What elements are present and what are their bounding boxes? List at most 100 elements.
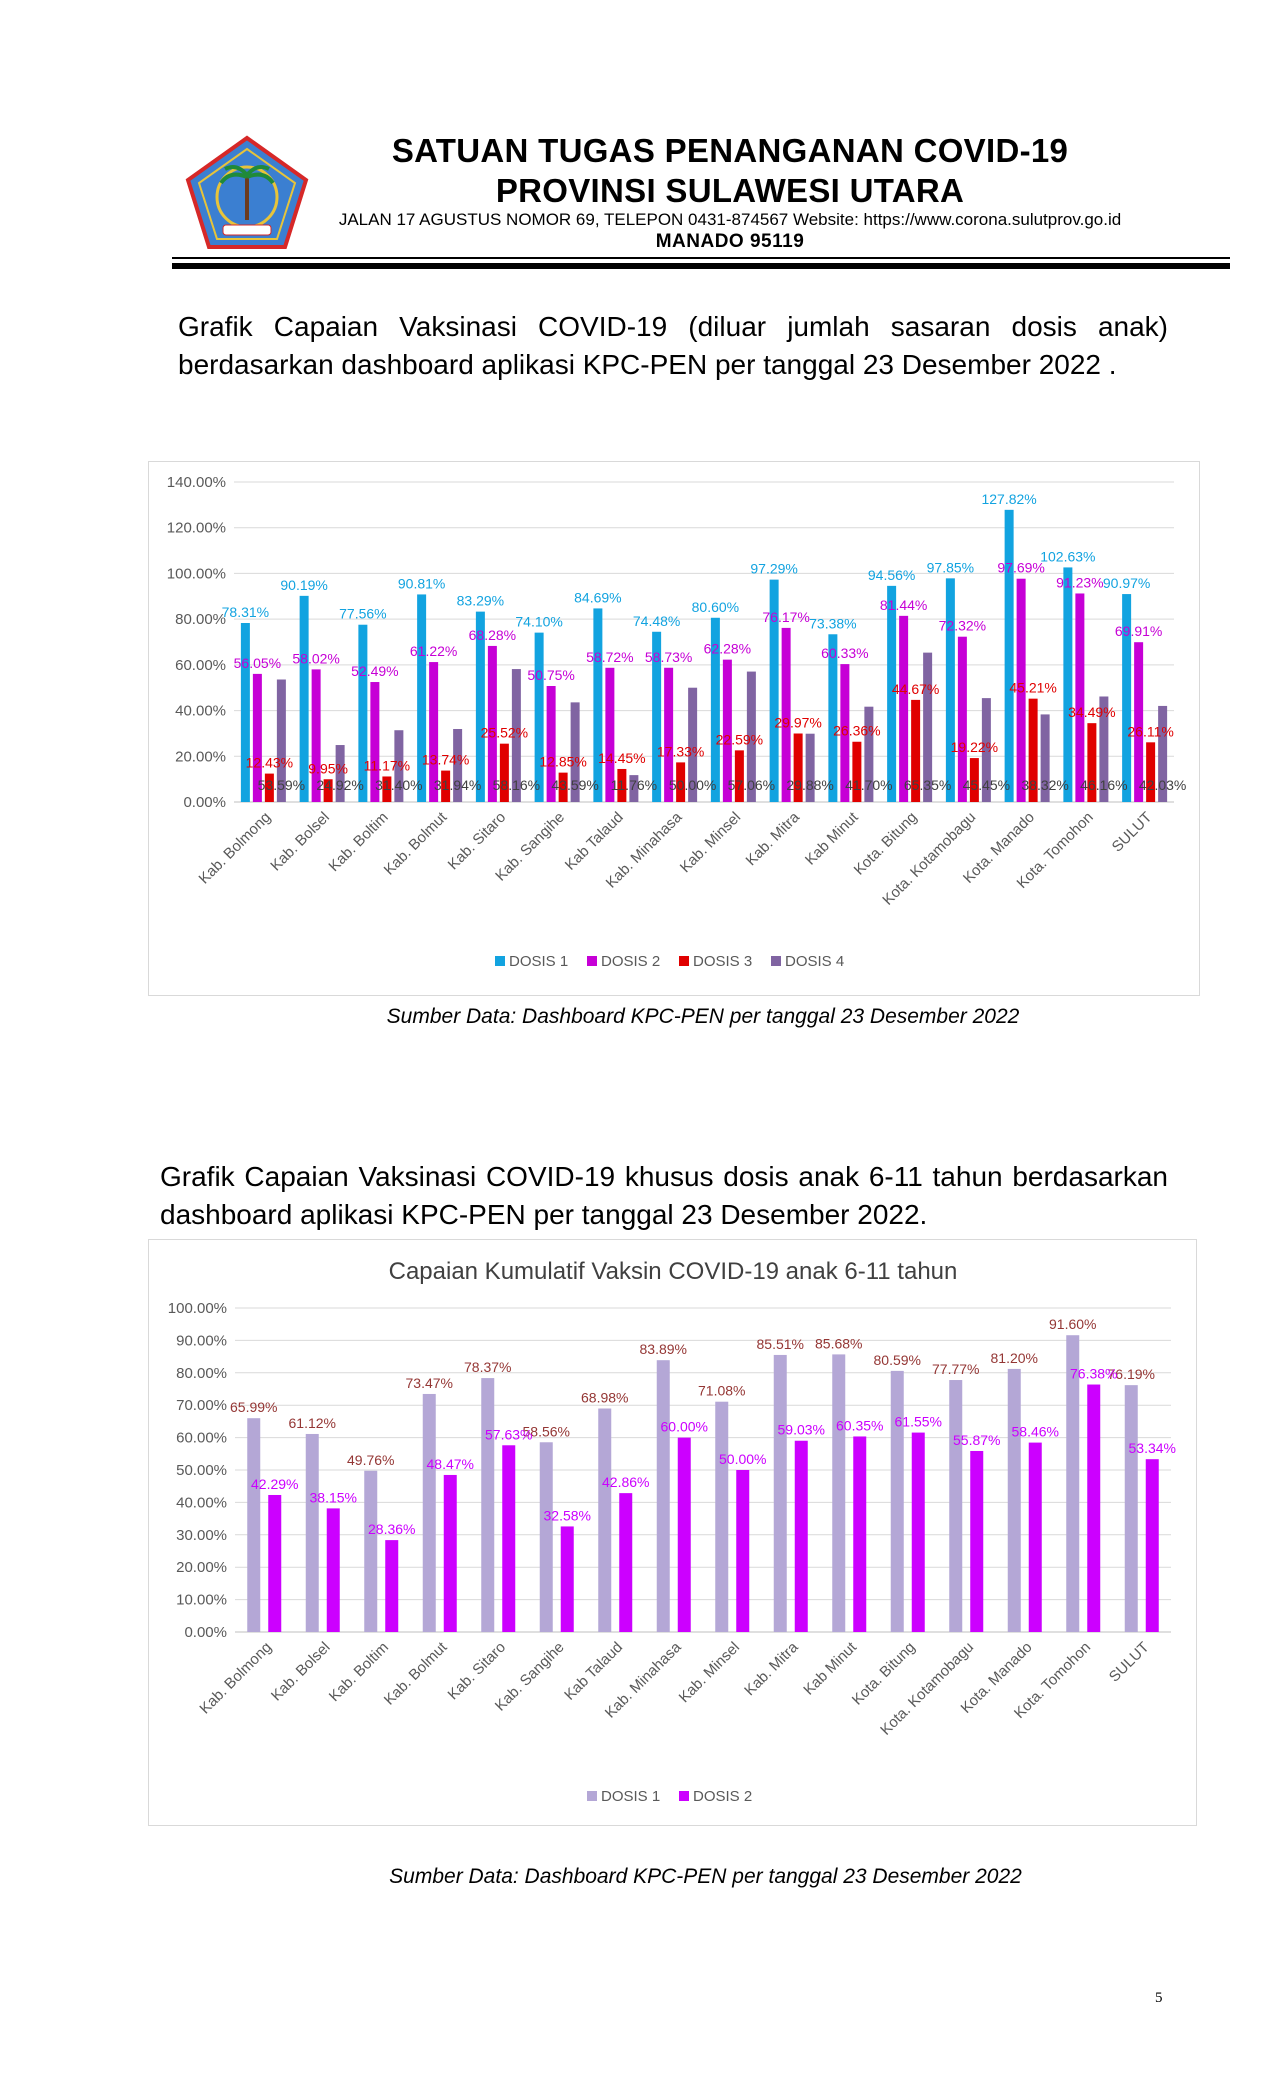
bar-dosis-2: [546, 686, 556, 802]
y-tick-label: 20.00%: [176, 1559, 227, 1576]
bar-dosis-1: [890, 1370, 904, 1632]
data-label: 90.19%: [280, 577, 327, 593]
bar-dosis-3: [911, 699, 921, 802]
data-label: 80.60%: [692, 599, 739, 615]
bar-dosis-3: [323, 779, 333, 802]
bar-dosis-2: [487, 645, 497, 802]
section1-source: Sumber Data: Dashboard KPC-PEN per tangg…: [386, 1005, 1020, 1028]
bar-dosis-2: [840, 664, 850, 802]
y-tick-label: 10.00%: [176, 1592, 227, 1609]
bar-dosis-2: [1016, 578, 1026, 802]
y-tick-label: 60.00%: [175, 657, 226, 674]
bar-dosis-1: [539, 1442, 553, 1632]
bar-dosis-1: [358, 624, 368, 802]
data-label: 69.91%: [1115, 623, 1162, 639]
bar-dosis-3: [969, 758, 979, 802]
bar-dosis-2: [370, 682, 380, 802]
bar-dosis-2: [1087, 1384, 1101, 1632]
bar-dosis-3: [852, 741, 862, 802]
header-title: SATUAN TUGAS PENANGANAN COVID-19: [391, 132, 1069, 169]
data-label: 90.81%: [398, 575, 445, 591]
bar-dosis-2: [326, 1508, 340, 1632]
data-label: 85.51%: [757, 1336, 804, 1352]
y-tick-label: 40.00%: [176, 1494, 227, 1511]
data-label: 91.60%: [1049, 1316, 1096, 1332]
bar-dosis-1: [247, 1418, 261, 1632]
bar-dosis-3: [382, 776, 392, 802]
bar-dosis-3: [617, 768, 627, 802]
bar-dosis-2: [502, 1445, 516, 1632]
bar-dosis-3: [441, 770, 451, 802]
data-label: 71.08%: [698, 1383, 745, 1399]
data-label: 102.63%: [1040, 548, 1095, 564]
data-label: 34.49%: [1068, 704, 1115, 720]
x-category-label: Kab. Bolmut: [381, 808, 451, 878]
x-category-label: Kab. Minsel: [676, 1639, 743, 1706]
data-label: 61.22%: [410, 643, 457, 659]
data-label: 57.06%: [728, 777, 775, 793]
data-label: 73.47%: [406, 1375, 453, 1391]
bar-dosis-2: [311, 669, 321, 802]
bar-dosis-1: [593, 608, 603, 802]
bar-dosis-1: [652, 631, 662, 802]
section1-intro: Grafik Capaian Vaksinasi COVID-19 (dilua…: [178, 311, 1168, 380]
bar-dosis-4: [688, 687, 698, 802]
y-tick-label: 60.00%: [176, 1430, 227, 1447]
data-label: 49.76%: [347, 1452, 394, 1468]
bar-dosis-1: [710, 617, 720, 802]
data-label: 80.59%: [874, 1352, 921, 1368]
y-tick-label: 120.00%: [167, 520, 226, 537]
data-label: 11.76%: [611, 777, 657, 793]
data-label: 60.00%: [661, 1419, 708, 1435]
bar-dosis-4: [1158, 705, 1168, 802]
x-category-label: Kab. Bolmong: [196, 809, 275, 888]
data-label: 31.94%: [434, 777, 481, 793]
bar-dosis-4: [394, 730, 404, 802]
data-label: 62.28%: [704, 641, 751, 657]
data-label: 76.17%: [762, 609, 809, 625]
data-label: 65.99%: [230, 1399, 277, 1415]
bar-dosis-1: [481, 1378, 495, 1632]
bar-dosis-2: [794, 1440, 808, 1632]
bar-dosis-2: [268, 1494, 282, 1632]
data-label: 74.10%: [515, 614, 562, 630]
data-label: 50.75%: [527, 667, 574, 683]
data-label: 12.85%: [539, 754, 586, 770]
legend-label: DOSIS 2: [601, 953, 660, 970]
data-label: 127.82%: [981, 491, 1036, 507]
data-label: 53.59%: [258, 777, 305, 793]
provincial-emblem-icon: [185, 135, 310, 250]
data-label: 76.19%: [1108, 1366, 1155, 1382]
data-label: 73.38%: [809, 615, 856, 631]
data-label: 74.48%: [633, 613, 680, 629]
data-label: 58.16%: [493, 777, 540, 793]
x-category-label: Kab. Bolmut: [381, 1638, 451, 1708]
bar-dosis-1: [305, 1433, 319, 1632]
data-label: 38.15%: [310, 1489, 357, 1505]
bar-dosis-4: [276, 679, 286, 802]
data-label: 85.68%: [815, 1335, 862, 1351]
data-label: 53.34%: [1129, 1440, 1176, 1456]
data-label: 77.77%: [932, 1361, 979, 1377]
bar-dosis-3: [1028, 698, 1038, 802]
bar-dosis-2: [385, 1540, 399, 1632]
data-label: 97.29%: [750, 561, 797, 577]
x-category-label: Kab. Bolsel: [267, 809, 333, 875]
bar-dosis-2: [911, 1432, 925, 1632]
bar-dosis-4: [864, 706, 874, 802]
bar-dosis-4: [570, 702, 580, 802]
data-label: 50.00%: [669, 777, 716, 793]
bar-dosis-4: [746, 671, 756, 802]
bar-dosis-2: [853, 1436, 867, 1632]
bar-dosis-1: [1007, 1368, 1021, 1632]
bar-dosis-1: [773, 1354, 787, 1632]
data-label: 45.45%: [963, 777, 1010, 793]
data-label: 97.85%: [927, 559, 974, 575]
y-tick-label: 70.00%: [176, 1397, 227, 1414]
data-label: 52.49%: [351, 663, 398, 679]
data-label: 17.33%: [657, 743, 704, 759]
y-tick-label: 0.00%: [183, 794, 226, 811]
chart-adult-svg: 0.00% 20.00% 40.00% 60.00% 80.00% 100.00% 120.…: [167, 474, 1187, 970]
bar-dosis-1: [422, 1393, 436, 1632]
y-tick-label: 80.00%: [176, 1365, 227, 1382]
